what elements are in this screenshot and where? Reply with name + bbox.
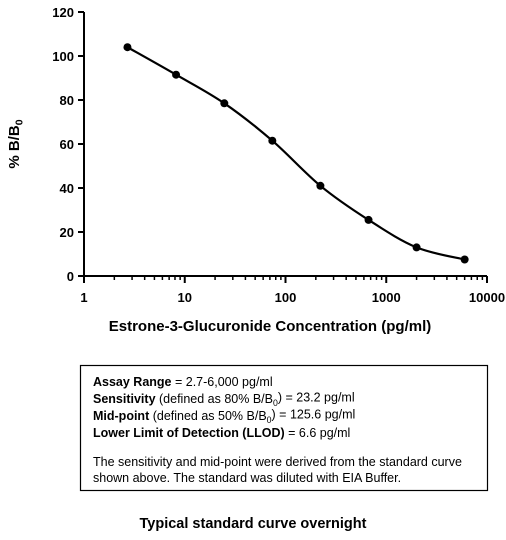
text-segment: 0 bbox=[14, 119, 26, 125]
data-point bbox=[364, 215, 373, 224]
info-line: Sensitivity (defined as 80% B/B0) = 23.2… bbox=[93, 391, 355, 408]
text-segment: Sensitivity bbox=[93, 392, 156, 406]
y-tick-label: 80 bbox=[60, 93, 74, 108]
data-point bbox=[412, 243, 421, 252]
data-point bbox=[172, 70, 181, 79]
y-tick-label: 60 bbox=[60, 137, 74, 152]
text-segment: Lower Limit of Detection (LLOD) bbox=[93, 426, 285, 440]
data-point bbox=[220, 99, 229, 108]
text-segment: ) = 125.6 pg/ml bbox=[272, 408, 356, 422]
text-segment: = 2.7-6,000 pg/ml bbox=[172, 375, 273, 389]
y-tick-label: 20 bbox=[60, 225, 74, 240]
info-line: Assay Range = 2.7-6,000 pg/ml bbox=[93, 375, 273, 389]
y-tick-label: 100 bbox=[52, 49, 74, 64]
info-line: Lower Limit of Detection (LLOD) = 6.6 pg… bbox=[93, 426, 350, 440]
info-line: Mid-point (defined as 50% B/B0) = 125.6 … bbox=[93, 408, 355, 425]
y-tick-label: 40 bbox=[60, 181, 74, 196]
x-axis-label: Estrone-3-Glucuronide Concentration (pg/… bbox=[109, 318, 432, 335]
y-tick-label: 0 bbox=[67, 269, 74, 284]
text-segment: % B/B bbox=[6, 125, 23, 169]
text-segment: (defined as 80% B/B bbox=[156, 392, 273, 406]
x-tick-label: 1 bbox=[80, 290, 87, 305]
x-tick-label: 10 bbox=[178, 290, 192, 305]
fit-curve bbox=[126, 46, 465, 261]
data-point bbox=[316, 181, 325, 190]
text-segment: 0 bbox=[267, 415, 272, 425]
info-note: The sensitivity and mid-point were deriv… bbox=[93, 455, 462, 469]
text-segment: Mid-point bbox=[93, 409, 150, 423]
data-point bbox=[123, 43, 132, 52]
caption: Typical standard curve overnight bbox=[140, 516, 367, 532]
x-tick-label: 10000 bbox=[469, 290, 505, 305]
y-axis-label: % B/B0 bbox=[6, 119, 26, 168]
y-tick-label: 120 bbox=[52, 5, 74, 20]
text-segment: ) = 23.2 pg/ml bbox=[278, 391, 355, 405]
text-segment: Assay Range bbox=[93, 375, 172, 389]
info-note: shown above. The standard was diluted wi… bbox=[93, 471, 401, 485]
data-point bbox=[460, 255, 469, 264]
text-segment: 0 bbox=[273, 398, 278, 408]
text-segment: (defined as 50% B/B bbox=[149, 409, 266, 423]
x-tick-label: 1000 bbox=[372, 290, 401, 305]
info-box bbox=[79, 364, 489, 492]
x-tick-label: 100 bbox=[275, 290, 297, 305]
text-segment: = 6.6 pg/ml bbox=[285, 426, 351, 440]
data-point bbox=[268, 136, 277, 145]
